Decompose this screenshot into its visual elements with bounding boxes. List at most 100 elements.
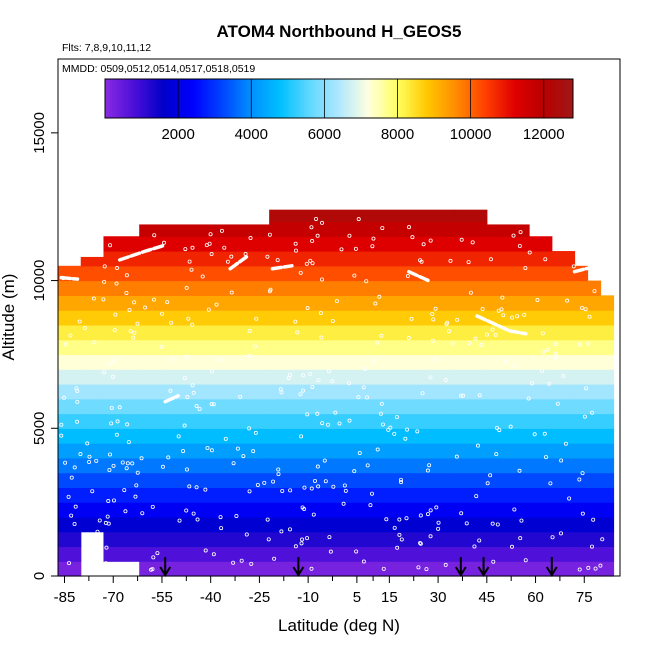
heat-cell	[486, 443, 530, 459]
arrow-head	[454, 566, 467, 577]
y-axis: 0 5000 10000 15000	[31, 112, 58, 580]
sample-point	[318, 311, 323, 316]
heat-cell	[600, 413, 615, 429]
sample-point	[428, 508, 433, 513]
colorbar-swatch	[357, 79, 361, 118]
colorbar-swatch	[222, 79, 225, 118]
colorbar-tick-label: 6000	[308, 126, 341, 143]
heat-cell	[454, 295, 488, 311]
heat-cell	[486, 324, 530, 341]
sample-point	[165, 300, 170, 305]
sample-point	[168, 388, 173, 393]
sample-point	[206, 307, 211, 312]
sample-point	[217, 357, 222, 362]
colorbar-swatch	[236, 79, 239, 118]
sample-point	[111, 463, 116, 468]
sample-point	[326, 369, 331, 374]
sample-point	[398, 477, 403, 482]
flights-label: Flts: 7,8,9,10,11,12	[62, 42, 151, 54]
heat-cell	[574, 502, 589, 518]
sample-point	[353, 246, 358, 251]
heat-cell	[587, 428, 602, 444]
sample-point	[140, 511, 145, 516]
sample-point	[87, 454, 92, 459]
colorbar-swatch	[147, 79, 150, 118]
sample-point	[404, 516, 409, 521]
heat-cell	[58, 280, 82, 296]
sample-point	[131, 335, 136, 340]
sample-point	[102, 279, 107, 284]
heat-cell	[80, 295, 105, 311]
sample-point	[94, 458, 99, 463]
colorbar-swatch	[154, 79, 157, 118]
colorbar-swatch	[289, 79, 293, 118]
flight-track	[163, 394, 180, 404]
colorbar-swatch	[214, 79, 218, 118]
sample-point	[545, 347, 550, 352]
sample-point	[362, 367, 367, 372]
sample-point	[397, 517, 402, 522]
sample-point	[135, 470, 140, 475]
sample-point	[461, 393, 466, 398]
sample-point	[485, 481, 490, 486]
heat-cell	[139, 369, 166, 385]
heat-cell	[529, 457, 553, 474]
colorbar-swatch	[526, 79, 530, 118]
sample-point	[550, 535, 555, 540]
heat-cell	[139, 383, 166, 400]
colorbar-swatch	[369, 79, 373, 118]
sample-point	[197, 407, 202, 412]
sample-point	[92, 340, 97, 345]
sample-point	[293, 241, 298, 246]
sample-point	[150, 567, 155, 572]
sample-point	[128, 329, 133, 334]
sample-point	[112, 328, 117, 333]
colorbar-swatch	[205, 79, 209, 118]
colorbar-swatch	[458, 79, 462, 118]
heat-cell	[139, 546, 166, 562]
sample-point	[272, 556, 277, 561]
heat-cell	[529, 236, 553, 252]
sample-point	[589, 544, 594, 549]
heat-cell	[486, 398, 530, 415]
heat-cell	[80, 502, 105, 518]
heat-cell	[600, 546, 615, 562]
sample-point	[590, 410, 595, 415]
sample-point	[301, 373, 306, 378]
colorbar-swatch	[346, 79, 349, 118]
heat-cell	[165, 516, 270, 533]
sample-point	[304, 261, 309, 266]
colorbar-swatch	[280, 79, 284, 118]
colorbar-swatch	[374, 79, 377, 118]
heat-cell	[269, 487, 455, 503]
sample-point	[494, 452, 499, 457]
heat-cell	[551, 472, 576, 488]
heat-cell	[529, 324, 553, 341]
sample-point	[418, 540, 423, 545]
heat-cell	[165, 224, 270, 237]
heat-cell	[454, 369, 488, 385]
colorbar-swatch	[191, 79, 195, 118]
colorbar-swatch	[212, 79, 216, 118]
sample-point	[333, 410, 338, 415]
colorbar-swatch	[109, 79, 113, 118]
sample-point	[229, 254, 234, 259]
sample-point	[448, 258, 453, 263]
sample-point	[368, 503, 373, 508]
heat-cell	[103, 369, 140, 385]
heat-cell	[551, 339, 576, 356]
sample-point	[311, 512, 316, 517]
sample-point	[190, 245, 195, 250]
heat-cell	[103, 354, 140, 370]
sample-point	[587, 314, 592, 319]
colorbar-swatch	[142, 79, 146, 118]
heat-cell	[269, 295, 455, 311]
sample-point	[434, 505, 439, 510]
sample-point	[267, 232, 272, 237]
arrows	[159, 557, 558, 577]
heat-cell	[58, 339, 82, 356]
colorbar-swatch	[200, 79, 204, 118]
heat-cell	[269, 221, 455, 237]
heat-cell	[587, 354, 602, 370]
